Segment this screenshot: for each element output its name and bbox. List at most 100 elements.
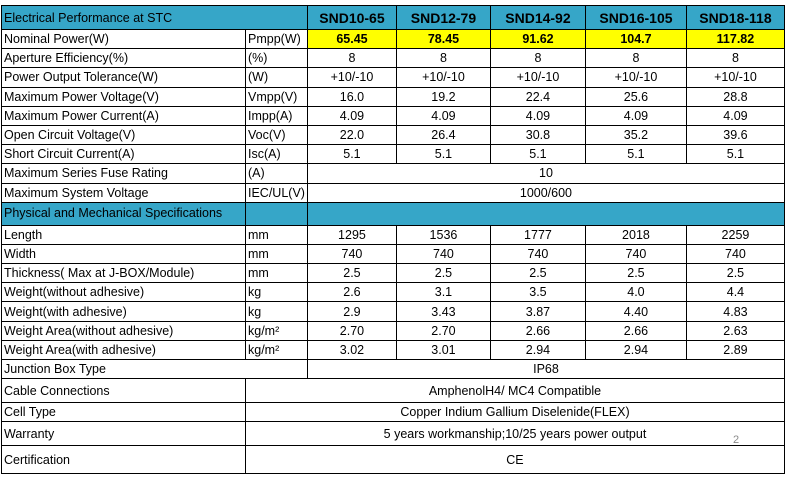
section-header-row: Physical and Mechanical Specifications (1, 201, 785, 226)
value-cell: 740 (395, 243, 491, 265)
merged-value-cell: IP68 (306, 358, 785, 380)
value-cell: 19.2 (395, 86, 491, 107)
value-cell: 2018 (584, 224, 687, 245)
row-max-series-fuse: Maximum Series Fuse Rating (A) 10 (1, 163, 785, 184)
row-unit: kg/m² (245, 320, 308, 341)
row-short-circuit-current: Short Circuit Current(A) Isc(A) 5.1 5.1 … (1, 144, 785, 165)
row-label: Cell Type (1, 402, 246, 423)
value-cell: 2.5 (306, 263, 397, 284)
value-cell: 1777 (489, 224, 586, 245)
row-label: Weight(without adhesive) (1, 282, 246, 303)
value-cell: 8 (685, 48, 785, 69)
row-unit: (%) (245, 48, 308, 69)
value-cell: 2.89 (685, 339, 785, 361)
value-cell: 2.94 (584, 339, 687, 361)
value-cell: 28.8 (685, 86, 785, 107)
merged-value-cell: 10 (306, 163, 785, 184)
value-cell: 25.6 (584, 86, 687, 107)
row-warranty: Warranty 5 years workmanship;10/25 years… (1, 421, 785, 447)
value-cell: 22.4 (489, 86, 586, 107)
row-weight-without-adhesive: Weight(without adhesive) kg 2.6 3.1 3.5 … (1, 282, 785, 303)
value-cell: 4.0 (584, 282, 687, 303)
row-length: Length mm 1295 1536 1777 2018 2259 (1, 224, 785, 245)
row-unit: Voc(V) (245, 124, 308, 146)
model-header: SND14-92 (489, 5, 586, 30)
value-cell: 3.01 (395, 339, 491, 361)
value-cell: 2.5 (489, 263, 586, 284)
row-label: Open Circuit Voltage(V) (1, 124, 246, 146)
row-unit: IEC/UL(V) (245, 182, 308, 203)
row-label: Width (1, 243, 246, 265)
page-number: 2 (733, 434, 740, 446)
value-cell: 740 (584, 243, 687, 265)
value-cell: 5.1 (685, 144, 785, 165)
value-cell: 8 (395, 48, 491, 69)
section-title-physical: Physical and Mechanical Specifications (1, 201, 246, 226)
merged-value-cell: CE (245, 445, 785, 475)
value-cell: 2.63 (685, 320, 785, 341)
value-cell: 39.6 (685, 124, 785, 146)
value-cell: 35.2 (584, 124, 687, 146)
model-header: SND12-79 (395, 5, 491, 30)
row-label: Junction Box Type (1, 358, 308, 380)
value-cell: 2.94 (489, 339, 586, 361)
value-cell: 78.45 (395, 28, 491, 50)
row-aperture-efficiency: Aperture Efficiency(%) (%) 8 8 8 8 8 (1, 48, 785, 69)
value-cell: 4.4 (685, 282, 785, 303)
value-cell: 65.45 (306, 28, 397, 50)
row-weight-with-adhesive: Weight(with adhesive) kg 2.9 3.43 3.87 4… (1, 301, 785, 322)
spec-table: Electrical Performance at STC SND10-65 S… (1, 5, 785, 475)
value-cell: 3.1 (395, 282, 491, 303)
row-unit: (W) (245, 67, 308, 88)
value-cell: 91.62 (489, 28, 586, 50)
row-open-circuit-voltage: Open Circuit Voltage(V) Voc(V) 22.0 26.4… (1, 124, 785, 146)
value-cell: 2.5 (395, 263, 491, 284)
row-label: Maximum Power Current(A) (1, 105, 246, 126)
row-label: Power Output Tolerance(W) (1, 67, 246, 88)
value-cell: 5.1 (489, 144, 586, 165)
value-cell: 1536 (395, 224, 491, 245)
row-unit: mm (245, 263, 308, 284)
merged-value-cell: 1000/600 (306, 182, 785, 203)
value-cell: 2.5 (584, 263, 687, 284)
merged-value-cell: 5 years workmanship;10/25 years power ou… (245, 421, 785, 447)
value-cell: 2.6 (306, 282, 397, 303)
value-cell: +10/-10 (685, 67, 785, 88)
value-cell: 2.66 (584, 320, 687, 341)
value-cell: 4.09 (685, 105, 785, 126)
value-cell: 4.09 (489, 105, 586, 126)
table-header-row: Electrical Performance at STC SND10-65 S… (1, 5, 785, 30)
value-cell: 4.09 (306, 105, 397, 126)
row-unit: mm (245, 224, 308, 245)
row-nominal-power: Nominal Power(W) Pmpp(W) 65.45 78.45 91.… (1, 28, 785, 50)
row-max-power-current: Maximum Power Current(A) Impp(A) 4.09 4.… (1, 105, 785, 126)
row-cell-type: Cell Type Copper Indium Gallium Diseleni… (1, 402, 785, 423)
merged-value-cell: Copper Indium Gallium Diselenide(FLEX) (245, 402, 785, 423)
section-header-fill (245, 201, 308, 226)
value-cell: 30.8 (489, 124, 586, 146)
row-label: Warranty (1, 421, 246, 447)
value-cell: 4.09 (584, 105, 687, 126)
value-cell: +10/-10 (395, 67, 491, 88)
value-cell: 2.70 (306, 320, 397, 341)
model-header: SND16-105 (584, 5, 687, 30)
value-cell: 740 (685, 243, 785, 265)
value-cell: 4.40 (584, 301, 687, 322)
value-cell: 3.43 (395, 301, 491, 322)
model-header: SND18-118 (685, 5, 785, 30)
row-unit: kg (245, 282, 308, 303)
value-cell: 3.87 (489, 301, 586, 322)
row-unit: kg/m² (245, 339, 308, 361)
value-cell: 3.5 (489, 282, 586, 303)
row-label: Aperture Efficiency(%) (1, 48, 246, 69)
value-cell: 104.7 (584, 28, 687, 50)
value-cell: 117.82 (685, 28, 785, 50)
section-title-electrical: Electrical Performance at STC (1, 5, 308, 30)
row-label: Nominal Power(W) (1, 28, 246, 50)
row-weight-area-with-adhesive: Weight Area(with adhesive) kg/m² 3.02 3.… (1, 339, 785, 361)
row-unit: Isc(A) (245, 144, 308, 165)
value-cell: 2259 (685, 224, 785, 245)
value-cell: 3.02 (306, 339, 397, 361)
value-cell: +10/-10 (306, 67, 397, 88)
value-cell: 740 (489, 243, 586, 265)
